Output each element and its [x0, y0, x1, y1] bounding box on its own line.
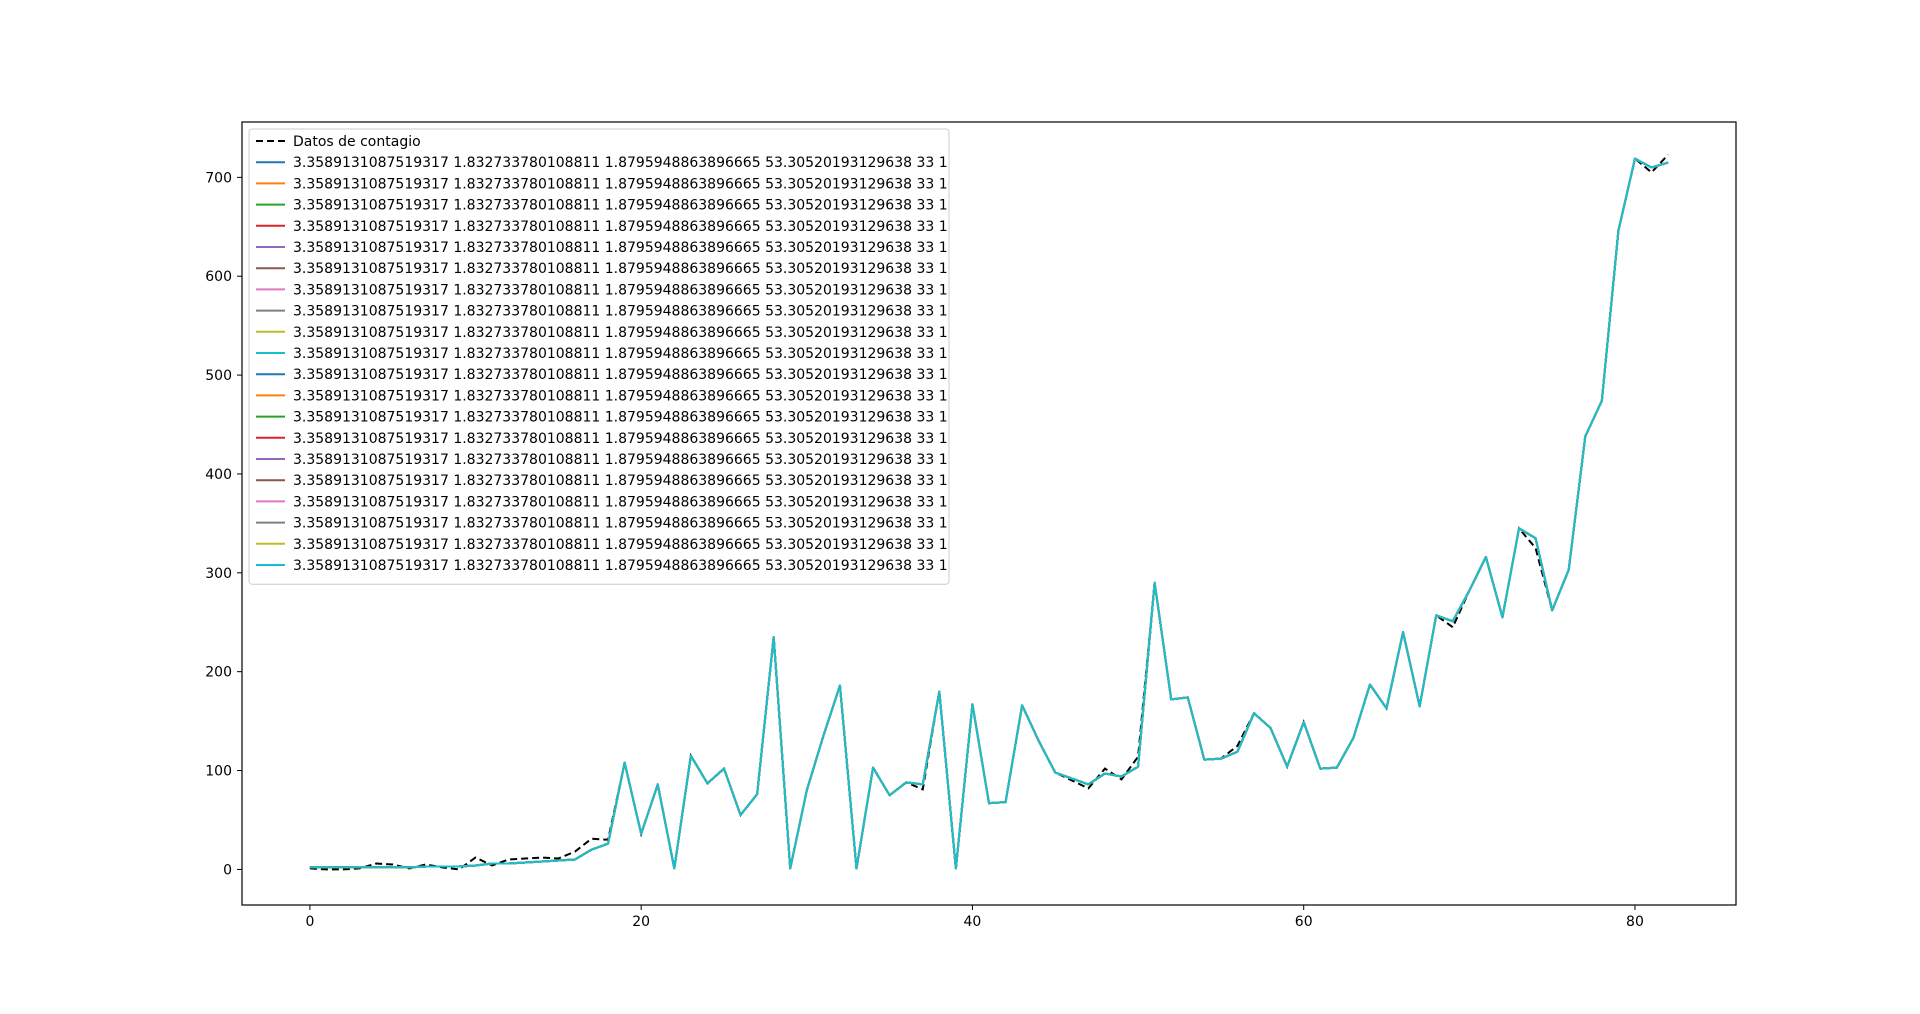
y-tick-label: 0 — [223, 862, 232, 878]
series-layer — [309, 153, 1669, 871]
legend-label-fit-12: 3.3589131087519317 1.832733780108811 1.8… — [293, 388, 948, 404]
y-tick-label: 100 — [205, 764, 232, 780]
legend-label-fit-7: 3.3589131087519317 1.832733780108811 1.8… — [293, 282, 948, 298]
x-tick-label: 0 — [305, 914, 314, 930]
x-tick-label: 40 — [964, 914, 982, 930]
x-tick-label: 80 — [1626, 914, 1644, 930]
y-axis: 0 100 200 300 400 500 600 700 — [205, 170, 242, 878]
legend-label-fit-20: 3.3589131087519317 1.832733780108811 1.8… — [293, 558, 948, 574]
legend-label-fit-4: 3.3589131087519317 1.832733780108811 1.8… — [293, 219, 948, 235]
legend-label-fit-5: 3.3589131087519317 1.832733780108811 1.8… — [293, 240, 948, 256]
y-tick-label: 400 — [205, 467, 232, 483]
legend-label-fit-3: 3.3589131087519317 1.832733780108811 1.8… — [293, 198, 948, 214]
legend-label-fit-19: 3.3589131087519317 1.832733780108811 1.8… — [293, 537, 948, 553]
x-tick-label: 20 — [632, 914, 650, 930]
legend-label-fit-13: 3.3589131087519317 1.832733780108811 1.8… — [293, 410, 948, 426]
legend-label-fit-11: 3.3589131087519317 1.832733780108811 1.8… — [293, 367, 948, 383]
legend: Datos de contagio 3.3589131087519317 1.83… — [248, 128, 950, 585]
legend-label-fit-9: 3.3589131087519317 1.832733780108811 1.8… — [293, 325, 948, 341]
legend-label-datos-de-contagio: Datos de contagio — [293, 134, 421, 150]
legend-label-fit-8: 3.3589131087519317 1.832733780108811 1.8… — [293, 304, 948, 320]
y-tick-label: 500 — [205, 368, 232, 384]
legend-box — [248, 128, 950, 585]
x-axis: 0 20 40 60 80 — [305, 905, 1644, 930]
x-tick-label: 60 — [1295, 914, 1313, 930]
y-tick-label: 300 — [205, 566, 232, 582]
legend-label-fit-18: 3.3589131087519317 1.832733780108811 1.8… — [293, 516, 948, 532]
plot-area-frame — [241, 121, 1737, 906]
y-tick-label: 200 — [205, 665, 232, 681]
legend-label-fit-15: 3.3589131087519317 1.832733780108811 1.8… — [293, 452, 948, 468]
legend-label-fit-14: 3.3589131087519317 1.832733780108811 1.8… — [293, 431, 948, 447]
legend-label-fit-2: 3.3589131087519317 1.832733780108811 1.8… — [293, 176, 948, 192]
legend-label-fit-10: 3.3589131087519317 1.832733780108811 1.8… — [293, 346, 948, 362]
y-tick-label: 600 — [205, 269, 232, 285]
legend-label-fit-1: 3.3589131087519317 1.832733780108811 1.8… — [293, 155, 948, 171]
legend-label-fit-17: 3.3589131087519317 1.832733780108811 1.8… — [293, 494, 948, 510]
legend-label-fit-6: 3.3589131087519317 1.832733780108811 1.8… — [293, 261, 948, 277]
legend-label-fit-16: 3.3589131087519317 1.832733780108811 1.8… — [293, 473, 948, 489]
y-tick-label: 700 — [205, 170, 232, 186]
series-line-fit-20 — [309, 157, 1669, 870]
